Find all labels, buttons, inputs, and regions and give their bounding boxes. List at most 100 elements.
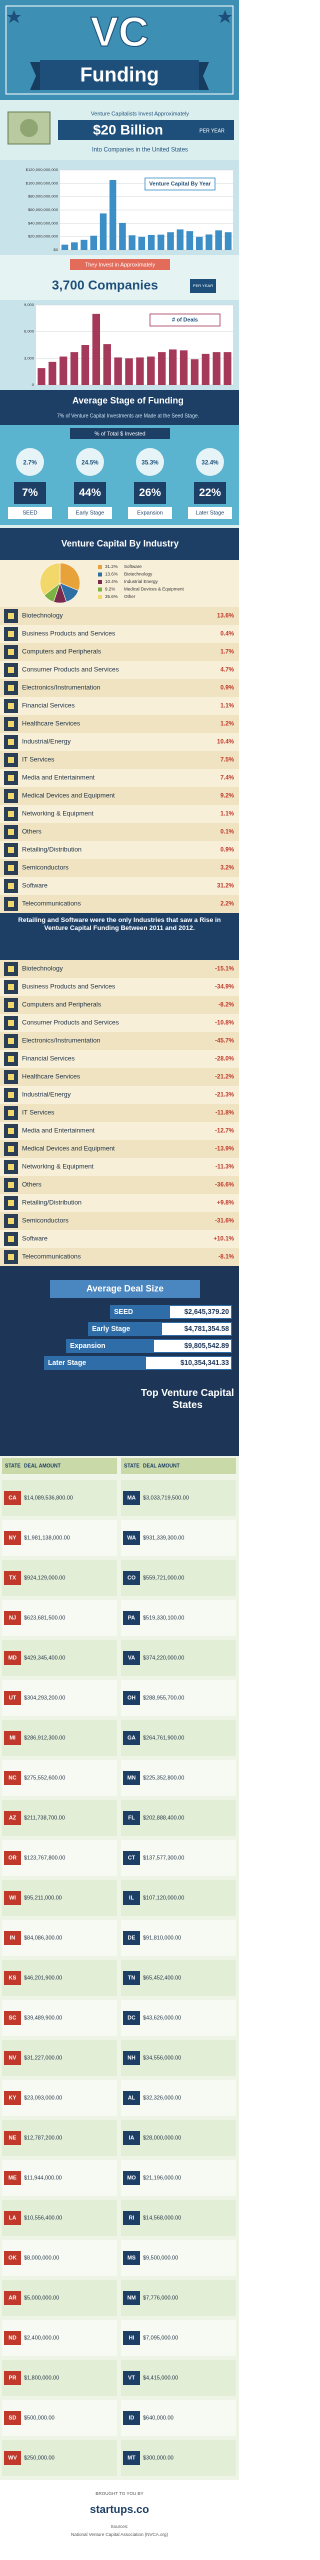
y-tick-label: 6,000 [24,329,35,334]
state-box [123,1531,140,1545]
state-amount: $46,201,900.00 [24,1975,62,1981]
state-box [123,1691,140,1705]
row-icon-glyph [8,1236,14,1242]
section-header [0,913,239,960]
table-row [121,1760,236,1796]
bar [81,345,90,385]
table-row [121,1920,236,1956]
row-value: 2.2% [220,902,234,908]
footer-source: National Venture Capital Association (NV… [71,2532,169,2537]
row-value: -31.6% [215,1219,235,1225]
bar [125,358,133,385]
bar [99,213,107,250]
legend-label: Other [124,594,136,599]
row-bg [0,769,239,787]
state-code: CO [127,1575,136,1581]
row-name: IT Services [22,757,55,764]
row-value: 31.2% [217,884,235,890]
state-amount: $95,211,000.00 [24,1895,62,1901]
pie-value-label: 31.2% [105,564,118,569]
deal-stage: Early Stage [92,1326,130,1333]
row-value: 1.2% [220,722,234,728]
table-row [121,1520,236,1556]
state-box [4,1811,21,1825]
section-title: Venture Capital By Industry [61,538,179,548]
state-amount: $1,981,138,000.00 [24,1535,70,1541]
state-code: SD [9,2415,17,2421]
state-amount: $91,810,000.00 [143,1935,181,1941]
row-bg [0,1176,239,1194]
pie-value-label: 10.4% [105,579,118,584]
bar [201,353,210,385]
state-amount: $7,095,000.00 [143,2335,178,2341]
row-name: IT Services [22,1110,55,1117]
state-box [123,1811,140,1825]
state-box [4,2051,21,2065]
row-value: 0.4% [220,632,234,638]
legend-label: Biotechnology [124,572,153,577]
row-bg [0,607,239,625]
row-icon-glyph [8,829,14,835]
table-row [2,2040,117,2076]
row-icon-glyph [8,631,14,637]
stage-value: 7% [22,487,38,499]
deal-amount-box [162,1323,231,1335]
bar [71,242,78,250]
row-value: 7.5% [220,758,234,764]
state-amount: $225,352,800.00 [143,1775,184,1781]
table-row [2,2000,117,2036]
state-box [4,1611,21,1625]
table-row [2,1840,117,1876]
bar [61,244,69,250]
row-name: Networking & Equipment [22,811,94,818]
table-row [121,1640,236,1676]
pie-value-label: 9.2% [105,587,115,592]
state-box [123,2251,140,2265]
main-title: VC [90,8,148,55]
table-row [2,1600,117,1636]
row-bg [0,1122,239,1140]
state-box [123,2051,140,2065]
table-row [2,1560,117,1596]
state-code: MN [127,1775,136,1781]
header-amount: DEAL AMOUNT [24,1463,61,1469]
stage-box [74,482,106,504]
row-value: -11.8% [215,1111,234,1117]
state-amount: $623,681,500.00 [24,1615,65,1621]
table-row [2,1520,117,1556]
state-code: KS [9,1975,17,1981]
state-box [123,1931,140,1945]
stage-label: Early Stage [76,510,104,516]
state-box [4,1491,21,1505]
state-box [123,2411,140,2425]
state-code: HI [129,2335,135,2341]
outro-text: Into Companies in the United States [92,148,188,154]
table-row [2,1680,117,1716]
y-tick-label: 0 [32,382,35,387]
state-amount: $14,568,000.00 [143,2215,181,2221]
state-amount: $519,330,100.00 [143,1615,184,1621]
row-icon-glyph [8,739,14,745]
row-value: -11.3% [215,1165,234,1171]
state-code: NV [9,2055,17,2061]
change-note-box: Retailing and Software were the only Ind… [18,917,221,932]
state-box [4,2291,21,2305]
state-box [4,2411,21,2425]
state-box [4,2251,21,2265]
amount-band [58,120,234,140]
table-row [121,2080,236,2116]
state-code: IA [129,2135,135,2141]
row-name: Financial Services [22,1056,75,1063]
row-value: 0.1% [220,830,234,836]
page: VC Funding Venture Capitalists Invest Ap… [0,0,239,2560]
row-icon-glyph [8,685,14,691]
state-amount: $300,000.00 [143,2455,174,2461]
bar [103,344,111,385]
deal-stage: SEED [114,1309,133,1316]
stage-label-box [8,507,52,519]
row-bg [0,643,239,661]
state-code: IN [10,1935,16,1941]
state-code: WA [127,1535,136,1541]
row-icon-glyph [8,757,14,763]
bar [138,236,146,250]
